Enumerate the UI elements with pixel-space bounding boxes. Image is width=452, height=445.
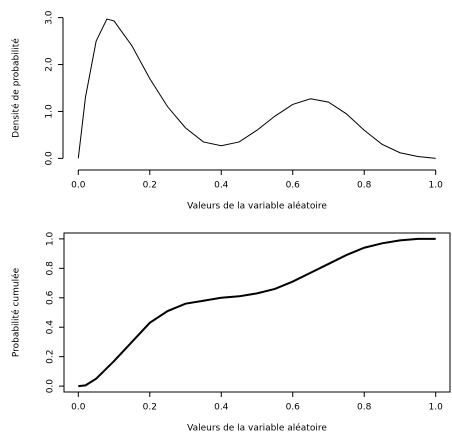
x-tick-label: 1.0	[429, 403, 444, 413]
x-tick-label: 0.8	[357, 403, 372, 413]
x-tick-label: 0.0	[71, 403, 86, 413]
y-tick-label: 0.0	[45, 151, 55, 166]
y-axis-label: Densité de probabilité	[11, 38, 22, 138]
x-tick-label: 0.4	[214, 403, 229, 413]
x-tick-label: 0.2	[143, 181, 157, 191]
plot-box	[63, 232, 451, 393]
y-tick-label: 0.0	[46, 379, 56, 394]
x-axis-label: Valeurs de la variable aléatoire	[187, 423, 327, 434]
x-tick-label: 0.6	[286, 181, 301, 191]
x-tick-label: 0.2	[143, 403, 157, 413]
y-tick-label: 2.0	[45, 57, 55, 72]
x-tick-label: 1.0	[429, 181, 444, 191]
x-tick-label: 0.4	[214, 181, 229, 191]
y-tick-label: 0.8	[46, 261, 56, 276]
y-tick-label: 1.0	[46, 231, 56, 246]
x-axis-label: Valeurs de la variable aléatoire	[187, 201, 327, 212]
y-axis-label: Probabilité cumulée	[11, 267, 22, 357]
x-tick-label: 0.0	[71, 181, 86, 191]
y-tick-label: 3.0	[45, 10, 55, 25]
y-tick-label: 0.6	[46, 290, 56, 305]
y-tick-label: 0.4	[46, 320, 56, 335]
x-tick-label: 0.8	[357, 181, 372, 191]
curve	[78, 237, 436, 388]
curve	[77, 18, 436, 159]
y-tick-label: 1.0	[45, 104, 55, 119]
y-tick-label: 0.2	[46, 350, 56, 364]
x-tick-label: 0.6	[286, 403, 301, 413]
